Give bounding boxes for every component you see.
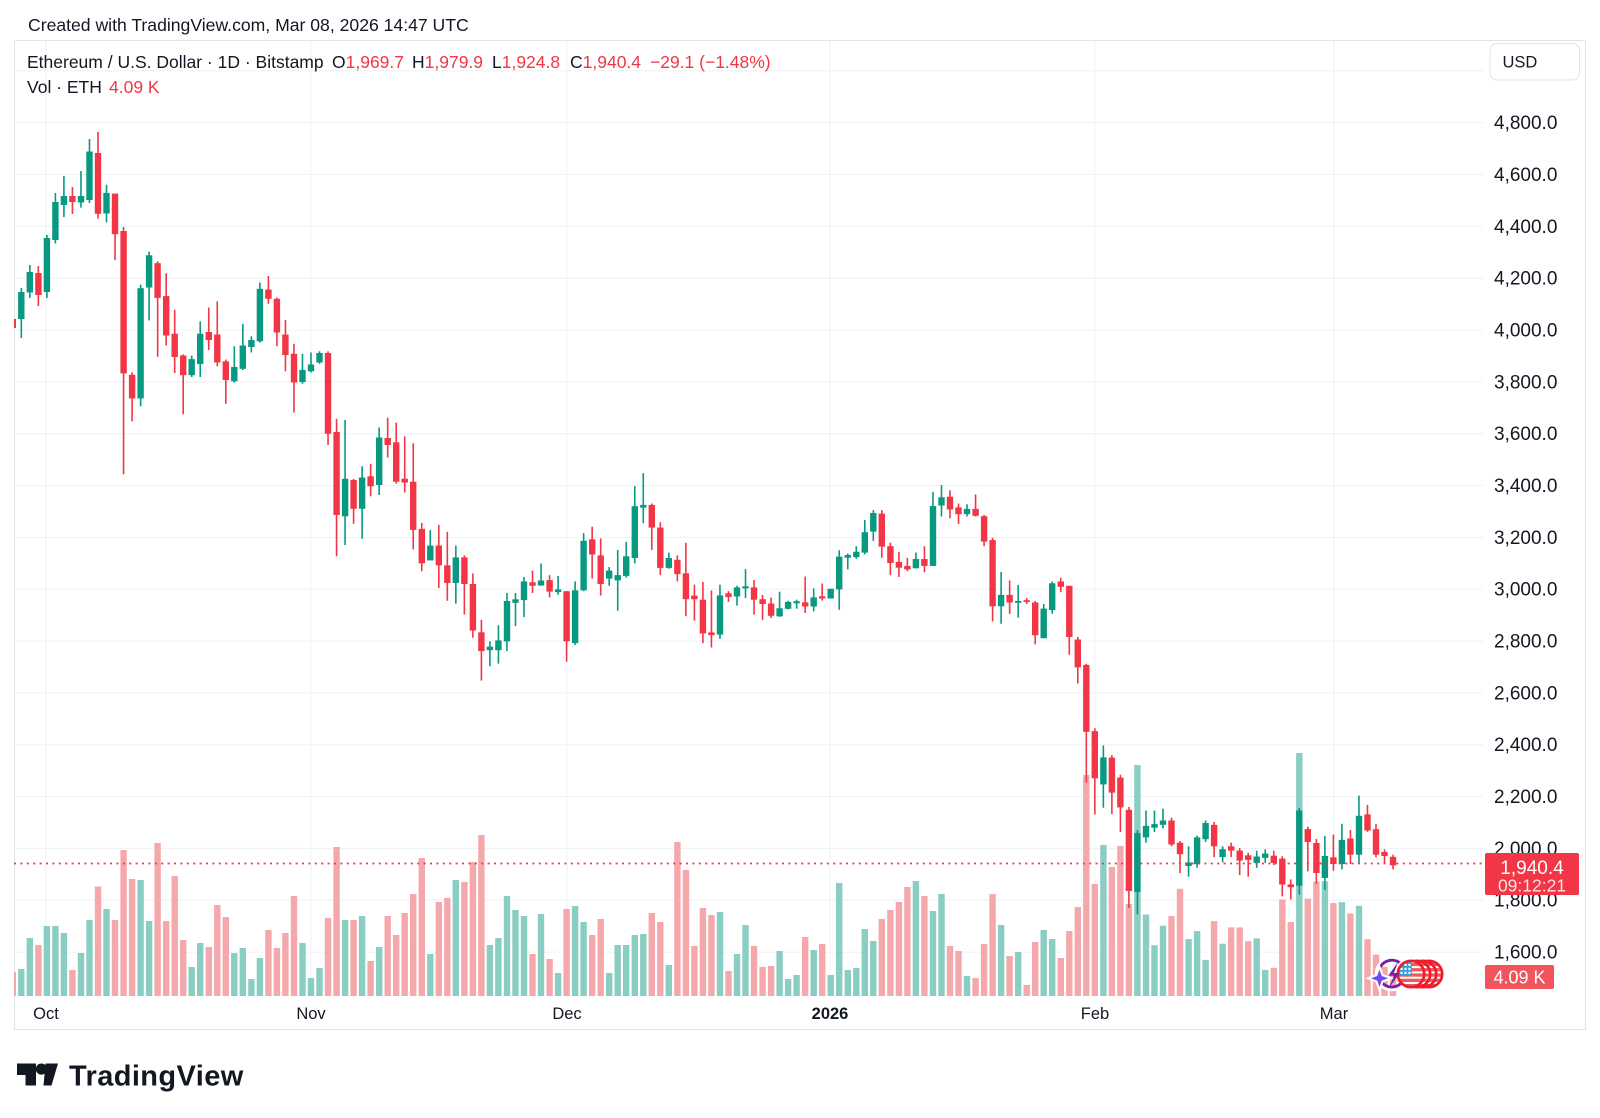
svg-text:3,800.0: 3,800.0 <box>1494 372 1557 393</box>
svg-text:H1,979.9: H1,979.9 <box>412 52 483 72</box>
svg-text:2,200.0: 2,200.0 <box>1494 787 1557 808</box>
svg-text:Vol · ETH: Vol · ETH <box>27 77 102 97</box>
svg-text:4.09 K: 4.09 K <box>109 77 160 97</box>
svg-text:3,600.0: 3,600.0 <box>1494 424 1557 445</box>
svg-text:4,600.0: 4,600.0 <box>1494 165 1557 186</box>
svg-text:1,940.4: 1,940.4 <box>1500 858 1564 879</box>
svg-text:3,200.0: 3,200.0 <box>1494 528 1557 549</box>
svg-text:2,400.0: 2,400.0 <box>1494 735 1557 756</box>
svg-text:Nov: Nov <box>296 1005 326 1023</box>
svg-text:3,000.0: 3,000.0 <box>1494 580 1557 601</box>
svg-text:2,800.0: 2,800.0 <box>1494 632 1557 653</box>
svg-text:L1,924.8: L1,924.8 <box>492 52 560 72</box>
svg-text:O1,969.7: O1,969.7 <box>332 52 404 72</box>
svg-text:Dec: Dec <box>552 1005 581 1023</box>
svg-text:C1,940.4: C1,940.4 <box>570 52 641 72</box>
svg-text:1,600.0: 1,600.0 <box>1494 943 1557 964</box>
svg-text:3,400.0: 3,400.0 <box>1494 476 1557 497</box>
svg-text:4.09 K: 4.09 K <box>1493 968 1545 988</box>
svg-text:Created with TradingView.com,: Created with TradingView.com, Mar 08, 20… <box>28 15 469 35</box>
svg-text:2,600.0: 2,600.0 <box>1494 683 1557 704</box>
svg-text:Mar: Mar <box>1320 1005 1349 1023</box>
svg-text:−29.1 (−1.48%): −29.1 (−1.48%) <box>650 52 771 72</box>
svg-text:Ethereum / U.S. Dollar · 1D ·: Ethereum / U.S. Dollar · 1D · Bitstamp <box>27 52 324 72</box>
svg-text:4,000.0: 4,000.0 <box>1494 321 1557 342</box>
svg-text:4,200.0: 4,200.0 <box>1494 269 1557 290</box>
svg-text:1,800.0: 1,800.0 <box>1494 891 1557 912</box>
svg-text:Feb: Feb <box>1081 1005 1109 1023</box>
svg-text:09:12:21: 09:12:21 <box>1498 876 1566 896</box>
svg-text:TradingView: TradingView <box>69 1061 244 1093</box>
svg-text:USD: USD <box>1503 54 1538 72</box>
svg-text:4,400.0: 4,400.0 <box>1494 217 1557 238</box>
svg-text:2026: 2026 <box>812 1005 849 1023</box>
svg-text:4,800.0: 4,800.0 <box>1494 113 1557 134</box>
svg-text:Oct: Oct <box>33 1005 59 1023</box>
